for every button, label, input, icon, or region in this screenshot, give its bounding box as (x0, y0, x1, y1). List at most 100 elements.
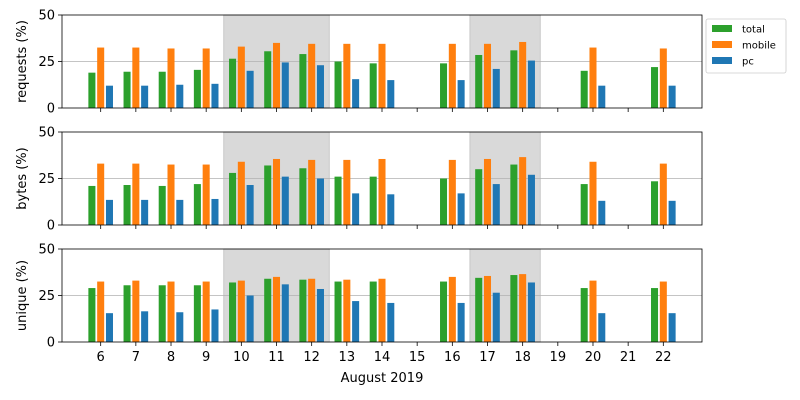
bar-pc-11 (281, 176, 289, 225)
bar-total-18 (510, 50, 518, 108)
bar-total-20 (580, 288, 588, 342)
bar-mobile-16 (448, 159, 456, 225)
bar-mobile-8 (167, 164, 175, 225)
bar-mobile-14 (378, 43, 386, 108)
bar-pc-6 (105, 85, 113, 108)
bar-mobile-13 (343, 279, 351, 342)
bar-pc-20 (598, 200, 606, 225)
bar-pc-22 (668, 313, 676, 342)
bar-total-9 (193, 69, 201, 108)
bar-pc-22 (668, 85, 676, 108)
legend-swatch-total (712, 25, 732, 32)
bar-pc-14 (387, 80, 395, 108)
bar-pc-12 (316, 65, 324, 108)
bar-mobile-10 (237, 280, 245, 342)
bar-total-14 (369, 63, 377, 108)
bar-total-14 (369, 176, 377, 225)
x-tick-label: 20 (585, 350, 602, 365)
bar-mobile-17 (483, 275, 492, 342)
bar-mobile-14 (378, 158, 386, 225)
y-tick-label: 25 (38, 172, 55, 187)
bar-total-7 (123, 185, 131, 225)
bar-pc-17 (492, 68, 500, 108)
x-tick-label: 19 (550, 350, 567, 365)
bar-pc-7 (141, 85, 149, 108)
bar-pc-10 (246, 185, 254, 225)
bar-mobile-7 (132, 280, 140, 342)
bar-pc-13 (352, 193, 360, 225)
bar-total-11 (264, 165, 272, 225)
panel-2: 0 25 50 bytes (%) (15, 126, 703, 234)
bar-pc-20 (598, 85, 606, 108)
bar-total-13 (334, 281, 342, 342)
x-tick-label: 11 (268, 350, 285, 365)
bar-total-10 (229, 172, 237, 225)
bar-total-8 (158, 285, 166, 342)
bar-mobile-12 (308, 159, 316, 225)
bar-total-11 (264, 51, 272, 108)
x-tick-label: 18 (514, 350, 531, 365)
y-tick-label: 50 (38, 243, 55, 258)
bar-pc-16 (457, 193, 465, 225)
y-tick-label: 50 (38, 126, 55, 141)
bar-mobile-10 (237, 46, 245, 108)
x-tick-label: 6 (97, 350, 105, 365)
bar-pc-18 (527, 282, 535, 342)
bar-total-17 (475, 54, 483, 108)
bar-mobile-18 (519, 157, 527, 225)
bar-total-16 (440, 178, 448, 225)
bar-total-12 (299, 279, 307, 342)
bar-total-7 (123, 71, 131, 108)
bar-mobile-7 (132, 163, 140, 225)
panel-1: 0 25 50 requests (%) (15, 9, 703, 117)
bar-mobile-8 (167, 48, 175, 108)
bar-total-22 (651, 67, 659, 108)
x-axis-label: August 2019 (341, 371, 424, 386)
y-tick-label: 25 (38, 55, 55, 70)
x-tick-label: 7 (132, 350, 140, 365)
bar-mobile-20 (589, 161, 597, 225)
bar-mobile-8 (167, 281, 175, 342)
bar-pc-8 (176, 84, 184, 108)
bar-mobile-11 (272, 42, 281, 108)
bar-mobile-9 (202, 164, 210, 225)
x-tick-label: 21 (620, 350, 637, 365)
bar-pc-17 (492, 292, 500, 342)
bar-pc-14 (387, 302, 395, 342)
bar-mobile-12 (308, 278, 316, 342)
y-axis-label: unique (%) (15, 260, 30, 331)
y-axis-label: requests (%) (15, 20, 30, 103)
y-axis-label: bytes (%) (15, 147, 30, 209)
bar-pc-22 (668, 200, 676, 225)
bar-pc-7 (141, 311, 149, 342)
bar-total-22 (651, 181, 659, 225)
bar-total-6 (88, 288, 96, 342)
bar-total-9 (193, 184, 201, 225)
bar-total-10 (229, 58, 237, 108)
bar-total-20 (580, 70, 588, 108)
bar-total-8 (158, 185, 166, 225)
bar-total-17 (475, 169, 483, 225)
bar-pc-10 (246, 295, 254, 342)
bar-total-9 (193, 285, 201, 342)
bar-pc-18 (527, 60, 535, 108)
bar-total-10 (229, 282, 237, 342)
bar-mobile-18 (519, 41, 527, 108)
bar-mobile-6 (97, 47, 105, 108)
bar-total-6 (88, 185, 96, 225)
bar-mobile-13 (343, 43, 351, 108)
bar-total-7 (123, 285, 131, 342)
bar-total-16 (440, 63, 448, 108)
y-tick-label: 0 (47, 219, 55, 234)
bar-total-11 (264, 278, 272, 342)
y-tick-label: 0 (47, 102, 55, 117)
bar-mobile-16 (448, 43, 456, 108)
legend-label-total: total (742, 25, 765, 36)
bar-pc-13 (352, 79, 360, 108)
x-tick-label: 13 (339, 350, 356, 365)
bar-total-20 (580, 184, 588, 225)
legend-label-mobile: mobile (742, 41, 776, 52)
bar-total-12 (299, 54, 307, 108)
bar-total-13 (334, 61, 342, 108)
